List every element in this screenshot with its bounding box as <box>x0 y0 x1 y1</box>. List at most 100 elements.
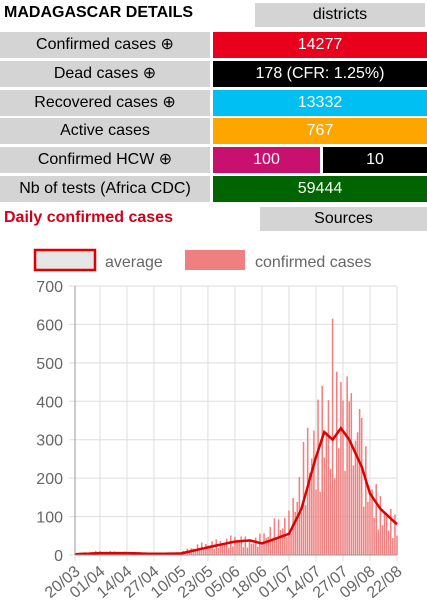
daily-bar <box>252 543 255 555</box>
daily-bar <box>371 489 373 555</box>
daily-bar <box>281 528 284 555</box>
daily-bar <box>375 484 377 555</box>
daily-bar <box>327 400 330 555</box>
daily-bar <box>362 506 365 555</box>
daily-bar <box>279 530 282 555</box>
daily-bar <box>296 501 299 555</box>
daily-bar <box>225 538 228 555</box>
daily-bar <box>209 546 211 555</box>
daily-bar <box>319 491 321 555</box>
daily-bar <box>365 446 367 555</box>
y-tick-label: 600 <box>36 317 63 334</box>
daily-bar <box>265 538 267 555</box>
daily-bar <box>338 448 340 555</box>
y-tick-label: 200 <box>36 471 63 488</box>
daily-bar <box>308 472 311 555</box>
daily-bar <box>242 547 245 555</box>
daily-bar <box>205 543 207 555</box>
daily-bar <box>313 430 315 555</box>
daily-bar <box>331 318 334 555</box>
dead-cases-label[interactable]: Dead cases ⊕ <box>0 61 210 87</box>
daily-bar <box>257 546 259 555</box>
daily-bar <box>188 551 191 555</box>
recovered-cases-value: 13332 <box>213 90 427 116</box>
daily-bar <box>232 546 234 555</box>
daily-bar <box>275 539 278 555</box>
daily-bar <box>271 540 274 555</box>
daily-bar <box>350 393 353 555</box>
tests-label: Nb of tests (Africa CDC) <box>0 176 210 202</box>
daily-bar <box>346 376 348 555</box>
daily-bar <box>261 545 263 555</box>
active-cases-label: Active cases <box>0 118 210 144</box>
daily-bar <box>333 478 336 555</box>
legend-confirmed-swatch[interactable] <box>185 250 245 270</box>
daily-bar <box>126 553 128 555</box>
page-title: MADAGASCAR DETAILS <box>4 4 194 21</box>
daily-bar <box>221 543 224 555</box>
daily-bar <box>387 530 390 555</box>
daily-bar <box>394 514 396 555</box>
daily-bar <box>369 490 371 555</box>
daily-bar <box>317 399 319 555</box>
daily-bar <box>304 505 307 555</box>
daily-bar <box>379 496 382 555</box>
daily-bar <box>215 539 218 555</box>
confirmed-cases-row: Confirmed cases ⊕ 14277 <box>0 32 427 58</box>
daily-bar <box>348 401 350 555</box>
daily-bar <box>217 547 220 555</box>
daily-bar <box>223 544 226 555</box>
daily-bar <box>203 549 205 555</box>
daily-bar <box>290 533 292 555</box>
daily-bar <box>298 477 301 555</box>
daily-bar <box>286 536 288 555</box>
daily-bar <box>321 385 323 555</box>
daily-bar <box>315 489 317 555</box>
dead-cases-row: Dead cases ⊕ 178 (CFR: 1.25%) <box>0 61 427 87</box>
y-tick-label: 100 <box>36 510 63 527</box>
y-tick-label: 400 <box>36 394 63 411</box>
y-tick-label: 0 <box>54 548 63 565</box>
confirmed-hcw-row: Confirmed HCW ⊕ 100 10 <box>0 147 427 173</box>
daily-bar <box>250 543 253 555</box>
daily-bar <box>377 529 380 555</box>
daily-bar <box>211 541 213 555</box>
legend-average-swatch[interactable] <box>33 248 97 272</box>
daily-bar <box>254 537 257 555</box>
recovered-cases-row: Recovered cases ⊕ 13332 <box>0 90 427 116</box>
y-tick-label: 700 <box>36 279 63 296</box>
daily-bar <box>323 457 326 555</box>
daily-bar <box>230 535 232 555</box>
average-line <box>74 426 398 556</box>
confirmed-hcw-label[interactable]: Confirmed HCW ⊕ <box>0 147 210 173</box>
daily-bar <box>238 542 240 555</box>
daily-bar <box>227 547 230 555</box>
daily-bar <box>267 536 269 555</box>
daily-bar <box>352 465 355 555</box>
daily-bar <box>294 512 296 555</box>
daily-bar <box>240 536 242 555</box>
districts-button[interactable]: districts <box>255 3 425 27</box>
recovered-cases-label[interactable]: Recovered cases ⊕ <box>0 90 210 116</box>
daily-bar <box>389 508 392 555</box>
confirmed-cases-label[interactable]: Confirmed cases ⊕ <box>0 32 210 58</box>
daily-bar <box>392 538 394 555</box>
active-cases-row: Active cases 767 <box>0 118 427 144</box>
daily-bar <box>356 432 359 555</box>
daily-bar <box>273 518 276 555</box>
daily-bar <box>335 371 338 555</box>
daily-bar <box>300 512 303 555</box>
daily-bar <box>385 514 388 555</box>
daily-bar <box>198 550 201 555</box>
daily-bar <box>367 501 369 555</box>
daily-bar <box>263 533 265 555</box>
confirmed-hcw-value-a: 100 <box>213 147 320 173</box>
y-tick-label: 300 <box>36 433 63 450</box>
daily-bar <box>207 545 209 555</box>
daily-bar <box>234 536 236 555</box>
legend-average-label[interactable]: average <box>105 254 163 271</box>
y-tick-label: 500 <box>36 356 63 373</box>
legend-confirmed-label[interactable]: confirmed cases <box>255 254 372 271</box>
daily-bar <box>360 417 363 555</box>
sources-button[interactable]: Sources <box>260 207 427 231</box>
